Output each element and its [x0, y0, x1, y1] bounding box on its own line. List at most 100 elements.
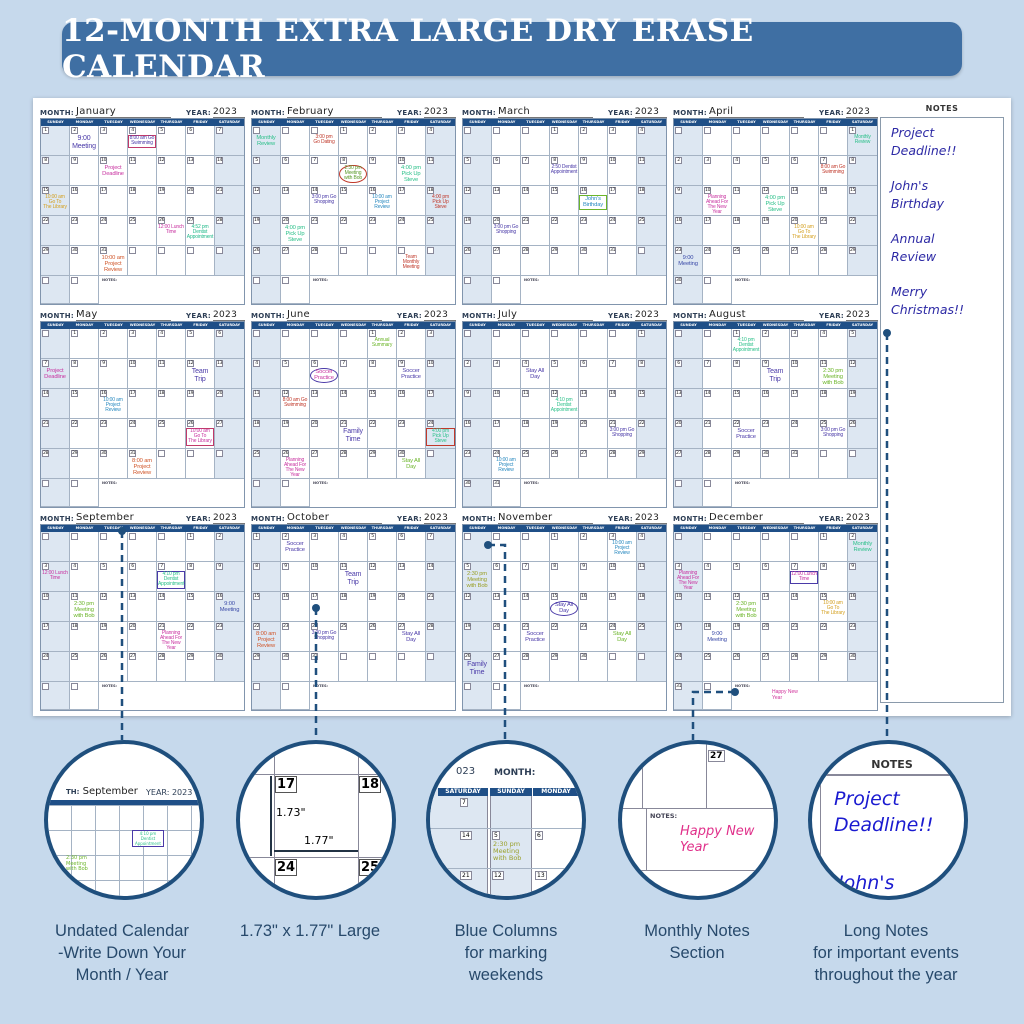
day-cell[interactable] [426, 449, 455, 479]
day-cell[interactable]: 17 [790, 389, 819, 419]
day-cell[interactable]: 14 [703, 389, 732, 419]
day-cell[interactable] [41, 276, 70, 304]
day-cell[interactable]: 1 [70, 329, 99, 359]
day-cell[interactable]: Monthly Review [252, 126, 281, 156]
day-cell[interactable]: 11 [732, 186, 761, 216]
day-cell[interactable]: 5 [252, 156, 281, 186]
day-cell[interactable]: 9 [368, 156, 397, 186]
day-cell[interactable]: 9 Soccer Practice [397, 359, 426, 389]
month-notes[interactable]: NOTES: [99, 276, 244, 304]
day-cell[interactable]: 19 [281, 419, 310, 449]
year-value[interactable]: 2023 [846, 310, 878, 321]
day-cell[interactable]: 31 [608, 246, 637, 276]
day-cell[interactable] [252, 276, 281, 304]
month-name[interactable]: May [76, 309, 172, 321]
day-cell[interactable]: 28 [339, 449, 368, 479]
day-cell[interactable]: 6 [674, 359, 703, 389]
day-cell[interactable]: 29 [637, 449, 666, 479]
day-cell[interactable]: 12 [463, 186, 492, 216]
day-cell[interactable]: 17 [703, 216, 732, 246]
day-cell[interactable]: 13 [492, 186, 521, 216]
day-cell[interactable]: 21 3:00 pm Go Shopping [608, 419, 637, 449]
day-cell[interactable]: 7 [339, 359, 368, 389]
day-cell[interactable]: 18 [157, 389, 186, 419]
day-cell[interactable]: 9 [463, 389, 492, 419]
day-cell[interactable]: 4 Stay All Day [521, 359, 550, 389]
day-cell[interactable]: 7 [521, 156, 550, 186]
day-cell[interactable]: 13 [281, 186, 310, 216]
day-cell[interactable]: 29 [732, 449, 761, 479]
day-cell[interactable]: 22 Soccer Practice [732, 419, 761, 449]
day-cell[interactable]: 12 [252, 186, 281, 216]
month-name[interactable]: April [709, 106, 805, 118]
day-cell[interactable]: 11 [252, 389, 281, 419]
day-cell[interactable]: 3 [492, 359, 521, 389]
day-cell[interactable] [157, 449, 186, 479]
day-cell[interactable] [70, 479, 99, 507]
year-value[interactable]: 2023 [213, 310, 245, 321]
day-cell[interactable]: 4 [819, 329, 848, 359]
day-cell[interactable]: 30 [761, 449, 790, 479]
day-cell[interactable]: 22 [70, 419, 99, 449]
day-cell[interactable]: 2 [579, 126, 608, 156]
day-cell[interactable]: 23 [70, 216, 99, 246]
day-cell[interactable]: 5 [157, 126, 186, 156]
day-cell[interactable]: 5 [186, 329, 215, 359]
month-name[interactable]: February [287, 106, 383, 118]
day-cell[interactable]: 22 [848, 216, 877, 246]
day-cell[interactable]: 16 [674, 216, 703, 246]
day-cell[interactable] [703, 329, 732, 359]
day-cell[interactable]: 27 [215, 419, 244, 449]
day-cell[interactable]: 21 [215, 186, 244, 216]
day-cell[interactable] [215, 449, 244, 479]
day-cell[interactable]: 18 4:00 pm Pick Up Steve [426, 186, 455, 216]
day-cell[interactable]: 23 [463, 449, 492, 479]
day-cell[interactable] [819, 126, 848, 156]
day-cell[interactable]: 29 [848, 246, 877, 276]
year-value[interactable]: 2023 [635, 107, 667, 118]
day-cell[interactable]: 8 [732, 359, 761, 389]
day-cell[interactable]: 30 [463, 479, 492, 507]
day-cell[interactable]: 15 [368, 389, 397, 419]
day-cell[interactable]: 28 [521, 246, 550, 276]
day-cell[interactable]: 27 [790, 246, 819, 276]
day-cell[interactable]: 6 Soccer Practice [310, 359, 339, 389]
day-cell[interactable]: 4 [426, 126, 455, 156]
day-cell[interactable]: 31 [790, 449, 819, 479]
day-cell[interactable] [41, 329, 70, 359]
day-cell[interactable]: 14 3:00 pm Go Shopping [310, 186, 339, 216]
day-cell[interactable] [339, 329, 368, 359]
day-cell[interactable]: 1 [339, 126, 368, 156]
day-cell[interactable]: 13 [790, 186, 819, 216]
day-cell[interactable]: 14 [41, 389, 70, 419]
day-cell[interactable]: 11 [157, 359, 186, 389]
day-cell[interactable]: 23 [99, 419, 128, 449]
day-cell[interactable]: 5 [761, 156, 790, 186]
day-cell[interactable]: 7 Project Deadline [41, 359, 70, 389]
day-cell[interactable] [252, 329, 281, 359]
day-cell[interactable]: 1 4:10 pm Dentist Appointment [732, 329, 761, 359]
day-cell[interactable]: 21 [819, 216, 848, 246]
day-cell[interactable]: 15 [550, 186, 579, 216]
day-cell[interactable]: 18 [252, 419, 281, 449]
day-cell[interactable]: 9 Team Trip [761, 359, 790, 389]
day-cell[interactable]: 16 10:00 am Project Review [368, 186, 397, 216]
day-cell[interactable] [819, 449, 848, 479]
day-cell[interactable]: 15 [848, 186, 877, 216]
day-cell[interactable]: 24 [128, 419, 157, 449]
day-cell[interactable]: 6 [790, 156, 819, 186]
day-cell[interactable] [186, 449, 215, 479]
day-cell[interactable]: 14 [521, 186, 550, 216]
day-cell[interactable]: 28 [310, 246, 339, 276]
day-cell[interactable]: 18 [732, 216, 761, 246]
day-cell[interactable]: 14 [819, 186, 848, 216]
day-cell[interactable]: 10 [790, 359, 819, 389]
day-cell[interactable] [281, 276, 310, 304]
day-cell[interactable]: 6 [281, 156, 310, 186]
day-cell[interactable]: 6 [215, 329, 244, 359]
day-cell[interactable]: 21 Family Time [339, 419, 368, 449]
day-cell[interactable]: 20 [186, 186, 215, 216]
day-cell[interactable] [463, 329, 492, 359]
day-cell[interactable]: 6 [492, 156, 521, 186]
day-cell[interactable]: 3 [99, 126, 128, 156]
